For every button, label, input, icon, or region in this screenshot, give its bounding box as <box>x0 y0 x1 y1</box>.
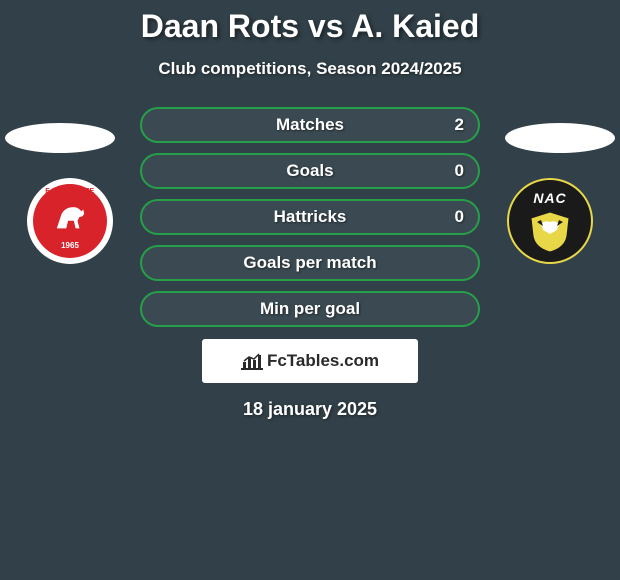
club-badge-left: F.C. TWENTE 1965 <box>27 178 113 264</box>
stat-row: Goals per match <box>140 245 480 281</box>
date-label: 18 january 2025 <box>0 399 620 420</box>
player-photo-right <box>505 123 615 153</box>
brand-box[interactable]: FcTables.com <box>202 339 418 383</box>
stat-row: Hattricks 0 <box>140 199 480 235</box>
stat-value-right: 0 <box>455 207 464 227</box>
horse-icon <box>51 200 89 234</box>
stat-label: Hattricks <box>274 207 347 227</box>
stats-list: Matches 2 Goals 0 Hattricks 0 Goals per … <box>140 107 480 327</box>
stat-row: Matches 2 <box>140 107 480 143</box>
stat-value-right: 2 <box>455 115 464 135</box>
stat-label: Goals per match <box>243 253 376 273</box>
shield-icon <box>527 210 573 254</box>
twente-year: 1965 <box>27 241 113 250</box>
stat-label: Min per goal <box>260 299 360 319</box>
stat-value-right: 0 <box>455 161 464 181</box>
club-badge-right: NAC <box>507 178 593 264</box>
stat-label: Matches <box>276 115 344 135</box>
nac-text: NAC <box>509 190 591 206</box>
stat-row: Min per goal <box>140 291 480 327</box>
stat-label: Goals <box>286 161 333 181</box>
chart-icon <box>241 352 263 370</box>
stat-row: Goals 0 <box>140 153 480 189</box>
player-photo-left <box>5 123 115 153</box>
page-title: Daan Rots vs A. Kaied <box>0 0 620 45</box>
brand-text: FcTables.com <box>267 351 379 371</box>
subtitle: Club competitions, Season 2024/2025 <box>0 59 620 79</box>
